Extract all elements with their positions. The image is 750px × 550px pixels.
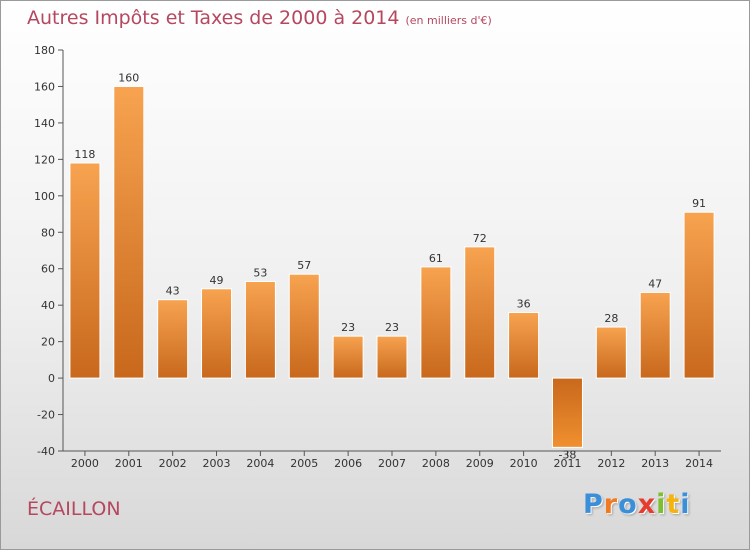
y-tick-label: -40 — [37, 445, 55, 458]
bar-2002 — [157, 299, 189, 379]
data-label-2011: -38 — [558, 448, 576, 461]
data-labels: 118 160 43 49 53 57 23 23 61 72 36 -38 28 47 91 — [74, 71, 706, 461]
bar-2014 — [683, 211, 715, 379]
logo-letter: r — [603, 489, 619, 520]
x-tick-label: 2005 — [290, 457, 318, 470]
commune-name: ÉCAILLON — [27, 498, 121, 520]
data-label-2010: 36 — [517, 297, 531, 310]
x-tick-label: 2004 — [246, 457, 274, 470]
y-tick-label: 60 — [41, 263, 55, 276]
y-tick-label: -20 — [37, 409, 55, 422]
y-tick-label: 160 — [34, 80, 55, 93]
x-tick-label: 2007 — [378, 457, 406, 470]
data-label-2005: 57 — [297, 259, 311, 272]
y-tick-label: 180 — [34, 44, 55, 57]
bar-2006 — [332, 335, 364, 379]
data-label-2014: 91 — [692, 197, 706, 210]
y-tick-label: 120 — [34, 153, 55, 166]
x-tick-label: 2002 — [159, 457, 187, 470]
y-tick-label: 140 — [34, 117, 55, 130]
data-label-2013: 47 — [648, 277, 662, 290]
logo-letter: P — [583, 489, 604, 520]
bar-2011 — [551, 377, 583, 448]
data-label-2009: 72 — [473, 232, 487, 245]
x-tick-label: 2003 — [203, 457, 231, 470]
x-tick-label: 2013 — [641, 457, 669, 470]
bar-2004 — [244, 280, 276, 379]
logo-letter: o — [618, 489, 638, 520]
bar-2013 — [639, 291, 671, 379]
data-label-2002: 43 — [166, 285, 180, 298]
x-tick-label: 2011 — [553, 457, 581, 470]
bar-2001 — [113, 85, 145, 379]
data-label-2004: 53 — [253, 266, 267, 279]
bar-2003 — [201, 288, 233, 379]
x-tick-label: 2014 — [685, 457, 713, 470]
unit-note: (en milliers d'€) — [405, 14, 492, 27]
bars — [69, 85, 715, 448]
data-label-2003: 49 — [210, 274, 224, 287]
bar-2005 — [288, 273, 320, 379]
x-tick-label: 2009 — [466, 457, 494, 470]
bar-2012 — [595, 326, 627, 379]
proxiti-logo[interactable]: Proxiti — [583, 489, 691, 520]
data-label-2000: 118 — [74, 148, 95, 161]
axes: -40 -20 0 20 40 60 80 100 120 140 160 180 2000 2001 20… — [34, 44, 721, 470]
bar-2008 — [420, 266, 452, 379]
logo-letter: i — [680, 489, 691, 520]
y-tick-label: 100 — [34, 190, 55, 203]
data-label-2001: 160 — [118, 71, 139, 84]
data-label-2012: 28 — [604, 312, 618, 325]
x-tick-label: 2008 — [422, 457, 450, 470]
x-tick-label: 2012 — [597, 457, 625, 470]
x-tick-label: 2000 — [71, 457, 99, 470]
data-label-2008: 61 — [429, 252, 443, 265]
data-label-2006: 23 — [341, 321, 355, 334]
bar-2010 — [508, 311, 540, 379]
y-tick-label: 80 — [41, 226, 55, 239]
x-tick-label: 2001 — [115, 457, 143, 470]
bar-2007 — [376, 335, 408, 379]
bar-2000 — [69, 162, 101, 379]
data-label-2007: 23 — [385, 321, 399, 334]
x-tick-label: 2006 — [334, 457, 362, 470]
y-tick-label: 0 — [48, 372, 55, 385]
logo-letter: t — [666, 489, 681, 520]
x-tick-label: 2010 — [510, 457, 538, 470]
bar-2009 — [464, 246, 496, 379]
chart-title: Autres Impôts et Taxes de 2000 à 2014 (en… — [27, 7, 492, 29]
y-tick-label: 20 — [41, 336, 55, 349]
chart-title-text: Autres Impôts et Taxes de 2000 à 2014 — [27, 7, 400, 29]
logo-letter: i — [656, 489, 667, 520]
y-tick-label: 40 — [41, 299, 55, 312]
logo-letter: x — [637, 489, 657, 520]
